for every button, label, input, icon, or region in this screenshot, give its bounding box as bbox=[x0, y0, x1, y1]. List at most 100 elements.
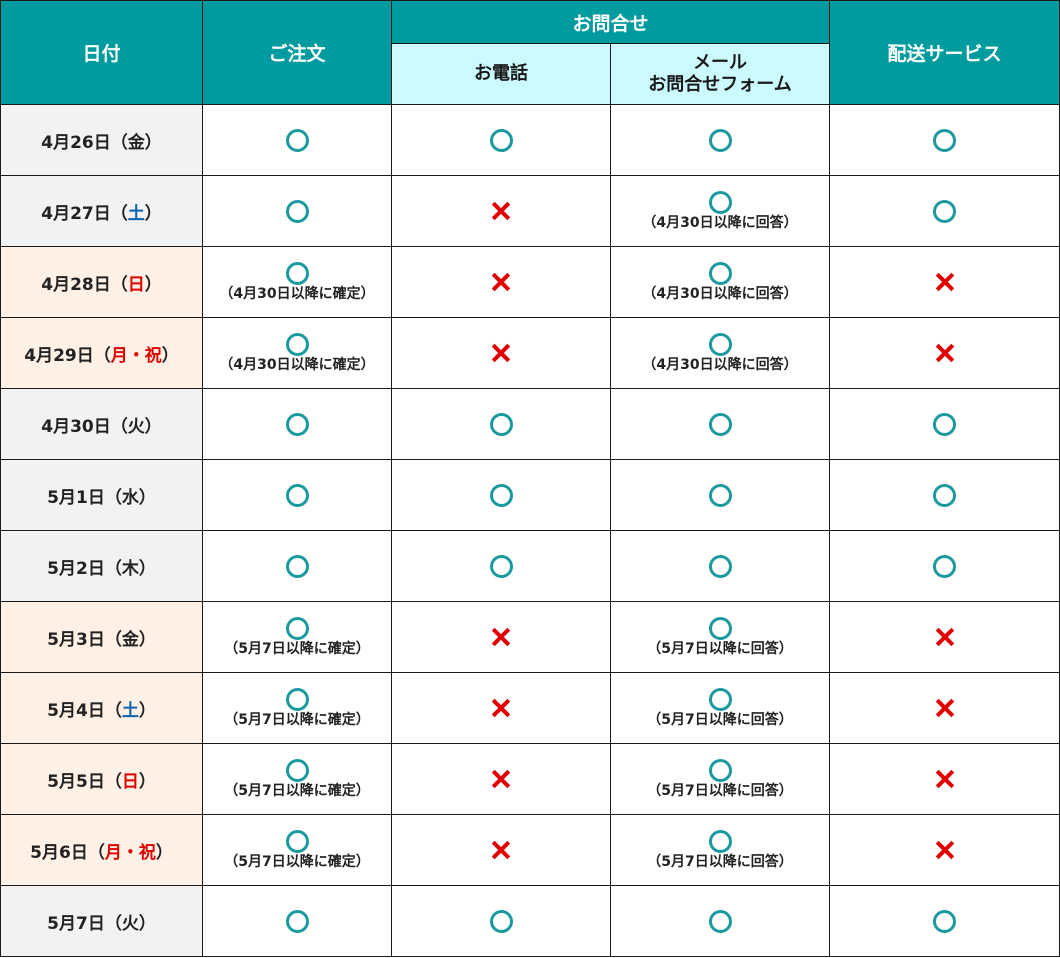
order-note: （4月30日以降に確定） bbox=[219, 356, 375, 373]
cross-icon bbox=[933, 270, 957, 294]
delivery-cell bbox=[829, 743, 1060, 815]
cross-icon bbox=[489, 696, 513, 720]
circle-icon bbox=[285, 412, 309, 436]
date-month-day: 5月3日（ bbox=[47, 629, 122, 650]
table-row: 4月28日（日） （4月30日以降に確定） （4月30日以降に回答） bbox=[0, 246, 1060, 318]
mail-cell: （5月7日以降に回答） bbox=[609, 743, 831, 815]
date-cell: 5月3日（金） bbox=[0, 601, 203, 673]
circle-icon bbox=[708, 554, 732, 578]
delivery-cell bbox=[829, 530, 1060, 602]
order-cell: （5月7日以降に確定） bbox=[202, 601, 392, 673]
order-note: （5月7日以降に確定） bbox=[224, 782, 370, 799]
date-cell: 5月1日（水） bbox=[0, 459, 203, 531]
table-row: 5月1日（水） bbox=[0, 459, 1060, 531]
mail-cell bbox=[609, 885, 831, 957]
date-weekday: 火 bbox=[121, 913, 139, 934]
table-row: 4月29日（月・祝） （4月30日以降に確定） （4月30日以降に回答） bbox=[0, 317, 1060, 389]
circle-icon bbox=[489, 483, 513, 507]
table-row: 5月7日（火） bbox=[0, 885, 1060, 957]
cross-icon bbox=[933, 696, 957, 720]
circle-icon bbox=[708, 829, 732, 853]
circle-icon bbox=[933, 412, 957, 436]
date-month-day: 4月27日（ bbox=[41, 203, 128, 224]
delivery-cell bbox=[829, 459, 1060, 531]
circle-icon bbox=[933, 128, 957, 152]
phone-cell bbox=[391, 317, 611, 389]
phone-cell bbox=[391, 175, 611, 247]
date-close-paren: ） bbox=[138, 913, 156, 934]
header-mail-line2: お問合せフォーム bbox=[648, 74, 792, 95]
circle-icon bbox=[708, 616, 732, 640]
cross-icon bbox=[933, 838, 957, 862]
date-close-paren: ） bbox=[138, 629, 156, 650]
date-weekday: 金 bbox=[121, 629, 139, 650]
table-row: 4月27日（土） （4月30日以降に回答） bbox=[0, 175, 1060, 247]
date-weekday: 水 bbox=[121, 487, 139, 508]
table-row: 5月5日（日） （5月7日以降に確定） （5月7日以降に回答） bbox=[0, 743, 1060, 815]
cross-icon bbox=[489, 625, 513, 649]
order-note: （5月7日以降に確定） bbox=[224, 853, 370, 870]
date-weekday: 月・祝 bbox=[104, 842, 156, 863]
date-cell: 4月26日（金） bbox=[0, 104, 203, 176]
circle-icon bbox=[285, 483, 309, 507]
date-close-paren: ） bbox=[144, 274, 162, 295]
delivery-cell bbox=[829, 885, 1060, 957]
header-mail-line1: メール bbox=[693, 52, 747, 73]
circle-icon bbox=[933, 199, 957, 223]
circle-icon bbox=[933, 554, 957, 578]
order-cell bbox=[202, 459, 392, 531]
mail-cell: （4月30日以降に回答） bbox=[609, 317, 831, 389]
table-row: 5月2日（木） bbox=[0, 530, 1060, 602]
cross-icon bbox=[933, 341, 957, 365]
circle-icon bbox=[285, 829, 309, 853]
date-weekday: 日 bbox=[121, 771, 139, 792]
mail-cell: （4月30日以降に回答） bbox=[609, 175, 831, 247]
date-cell: 5月2日（木） bbox=[0, 530, 203, 602]
date-close-paren: ） bbox=[155, 842, 173, 863]
circle-icon bbox=[285, 261, 309, 285]
circle-icon bbox=[285, 909, 309, 933]
order-cell bbox=[202, 175, 392, 247]
delivery-cell bbox=[829, 601, 1060, 673]
date-month-day: 4月28日（ bbox=[41, 274, 128, 295]
circle-icon bbox=[285, 616, 309, 640]
circle-icon bbox=[708, 190, 732, 214]
circle-icon bbox=[489, 909, 513, 933]
order-cell bbox=[202, 104, 392, 176]
phone-cell bbox=[391, 814, 611, 886]
order-note: （5月7日以降に確定） bbox=[224, 640, 370, 657]
date-month-day: 5月5日（ bbox=[47, 771, 122, 792]
order-cell bbox=[202, 388, 392, 460]
circle-icon bbox=[933, 483, 957, 507]
date-cell: 4月30日（火） bbox=[0, 388, 203, 460]
phone-cell bbox=[391, 104, 611, 176]
circle-icon bbox=[489, 412, 513, 436]
circle-icon bbox=[708, 128, 732, 152]
mail-note: （4月30日以降に回答） bbox=[642, 356, 798, 373]
mail-cell: （4月30日以降に回答） bbox=[609, 246, 831, 318]
cross-icon bbox=[933, 625, 957, 649]
mail-cell bbox=[609, 388, 831, 460]
date-cell: 5月5日（日） bbox=[0, 743, 203, 815]
mail-note: （5月7日以降に回答） bbox=[647, 711, 793, 728]
order-cell bbox=[202, 885, 392, 957]
date-close-paren: ） bbox=[144, 416, 162, 437]
circle-icon bbox=[285, 128, 309, 152]
order-cell: （5月7日以降に確定） bbox=[202, 814, 392, 886]
header-date: 日付 bbox=[0, 0, 203, 105]
phone-cell bbox=[391, 743, 611, 815]
circle-icon bbox=[708, 687, 732, 711]
date-close-paren: ） bbox=[138, 558, 156, 579]
date-close-paren: ） bbox=[161, 345, 179, 366]
delivery-cell bbox=[829, 814, 1060, 886]
circle-icon bbox=[285, 758, 309, 782]
phone-cell bbox=[391, 459, 611, 531]
date-close-paren: ） bbox=[138, 700, 156, 721]
order-note: （4月30日以降に確定） bbox=[219, 285, 375, 302]
circle-icon bbox=[285, 199, 309, 223]
date-weekday: 火 bbox=[127, 416, 145, 437]
date-month-day: 4月30日（ bbox=[41, 416, 128, 437]
date-close-paren: ） bbox=[138, 771, 156, 792]
